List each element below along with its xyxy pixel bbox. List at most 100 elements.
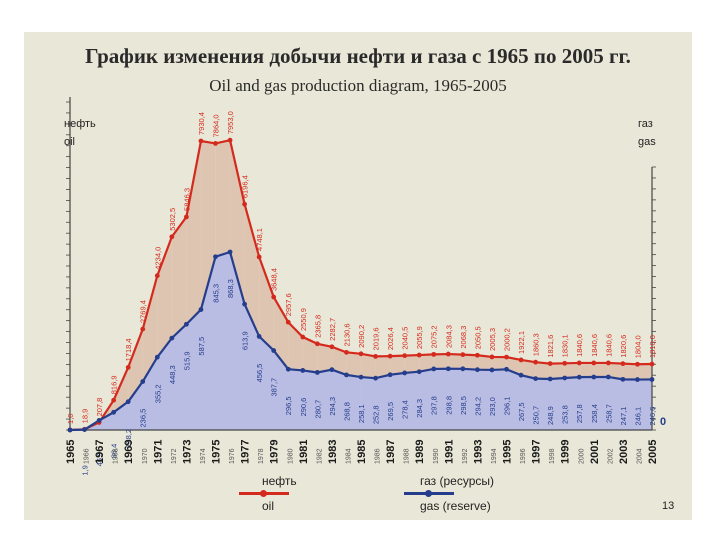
oil-data-label: 2130,6 <box>342 323 351 346</box>
gas-point <box>82 427 87 433</box>
x-tick-label: 1973 <box>181 440 193 464</box>
chart-title-en: Oil and gas production diagram, 1965-200… <box>209 76 507 95</box>
x-tick-label: 1965 <box>65 440 77 464</box>
oil-point <box>620 361 626 367</box>
gas-data-label: 268,8 <box>342 402 351 421</box>
oil-data-label: 2075,2 <box>430 325 439 348</box>
x-tick-label: 1968 <box>113 448 120 464</box>
oil-data-label: 5846,3 <box>182 188 191 211</box>
oil-data-label: 1860,3 <box>532 333 541 356</box>
gas-area <box>70 252 652 430</box>
gas-point <box>591 374 597 380</box>
oil-point <box>504 354 509 360</box>
oil-data-label: 2005,3 <box>488 328 497 351</box>
oil-point <box>431 351 437 357</box>
gas-point <box>562 375 568 381</box>
gas-point <box>635 377 640 382</box>
oil-data-label: 2000,2 <box>503 328 512 351</box>
oil-data-label: 2019,6 <box>372 327 381 350</box>
oil-data-label: 2282,7 <box>328 318 337 341</box>
oil-data-label: 1820,6 <box>619 335 628 358</box>
oil-data-label: 2055,9 <box>415 326 424 349</box>
x-tick-label: 1984 <box>345 448 352 464</box>
gas-point <box>518 372 524 378</box>
x-tick-label: 1990 <box>433 448 440 464</box>
x-tick-label: 1970 <box>142 448 149 464</box>
oil-point <box>344 349 349 355</box>
gas-data-label: 355,2 <box>153 384 162 403</box>
oil-data-label: 1922,1 <box>517 331 526 354</box>
oil-point <box>475 352 480 358</box>
oil-data-label: 2769,4 <box>139 300 148 323</box>
legend-gas-label-en: gas (reserve) <box>420 499 491 513</box>
oil-data-label: 3648,4 <box>270 268 279 291</box>
gas-point <box>329 367 335 373</box>
x-tick-label: 1987 <box>385 440 397 464</box>
gas-data-label: 246,1 <box>633 407 642 426</box>
gas-point <box>125 399 131 405</box>
oil-data-label: 6196,4 <box>241 175 250 198</box>
x-tick-label: 1975 <box>211 440 223 464</box>
x-tick-label: 2003 <box>618 440 630 464</box>
x-tick-label: 1995 <box>502 440 514 464</box>
oil-data-label: 18,9 <box>81 409 90 424</box>
gas-point <box>184 321 189 327</box>
gas-point <box>373 375 378 381</box>
x-tick-label: 1966 <box>84 448 91 464</box>
x-tick-label: 1972 <box>171 448 178 464</box>
oil-data-label: 1,0 <box>66 414 75 424</box>
oil-point <box>198 138 204 144</box>
x-tick-label: 1989 <box>414 440 426 464</box>
oil-data-label: 2050,5 <box>473 326 482 349</box>
gas-point <box>344 372 349 378</box>
oil-point <box>605 360 611 366</box>
x-tick-label: 1994 <box>491 448 498 464</box>
oil-data-label: 1840,6 <box>590 334 599 357</box>
oil-data-label: 2550,9 <box>299 308 308 331</box>
oil-point <box>358 351 364 357</box>
gas-data-label: 258,4 <box>590 404 599 423</box>
gas-data-label: 86,4 <box>110 444 119 459</box>
oil-point <box>213 141 218 146</box>
oil-data-label: 816,9 <box>110 375 119 394</box>
gas-data-label: 294,3 <box>328 397 337 416</box>
oil-point <box>445 351 451 357</box>
legend-gas-label-ru: газ (ресурсы) <box>420 474 494 488</box>
gas-data-label: 269,5 <box>386 402 395 421</box>
gas-point <box>96 417 102 423</box>
gas-point <box>402 370 408 376</box>
right-axis-label-en: gas <box>638 136 656 148</box>
gas-data-label: 258,1 <box>357 404 366 423</box>
gas-data-label: 845,3 <box>212 284 221 303</box>
x-tick-label: 1971 <box>152 440 164 464</box>
gas-data-label: 246,6 <box>648 407 657 426</box>
oil-point <box>184 214 189 220</box>
x-tick-label: 1991 <box>443 440 455 464</box>
oil-data-label: 2090,2 <box>357 325 366 348</box>
gas-data-label: 613,9 <box>241 331 250 350</box>
oil-point <box>635 361 640 367</box>
gas-point <box>533 376 538 382</box>
oil-point <box>140 326 146 332</box>
x-tick-label: 1978 <box>258 448 265 464</box>
gas-data-label: 387,7 <box>270 378 279 397</box>
chart-title-ru: График изменения добычи нефти и газа с 1… <box>85 44 631 68</box>
oil-data-label: 2365,8 <box>313 315 322 338</box>
oil-data-label: 2084,3 <box>444 325 453 348</box>
x-tick-label: 1979 <box>269 440 281 464</box>
gas-point <box>242 301 248 307</box>
gas-point <box>271 348 277 353</box>
chart: 1,0 18,9 207,8 816,9 1718,4 2769,4 4234,0 5302,… <box>65 97 659 476</box>
oil-data-label: 1810,0 <box>648 335 657 358</box>
gas-data-label: 294,2 <box>473 397 482 416</box>
gas-point <box>547 376 553 382</box>
x-tick-label: 1981 <box>298 440 310 464</box>
legend-gas-marker <box>425 490 432 497</box>
gas-data-label: 293,0 <box>488 397 497 416</box>
gas-data-label: 868,3 <box>226 279 235 298</box>
oil-data-label: 7930,4 <box>197 112 206 135</box>
right-axis-zero: 0 <box>660 416 667 428</box>
gas-point <box>140 379 146 384</box>
oil-point <box>460 352 466 358</box>
gas-point <box>445 366 451 372</box>
